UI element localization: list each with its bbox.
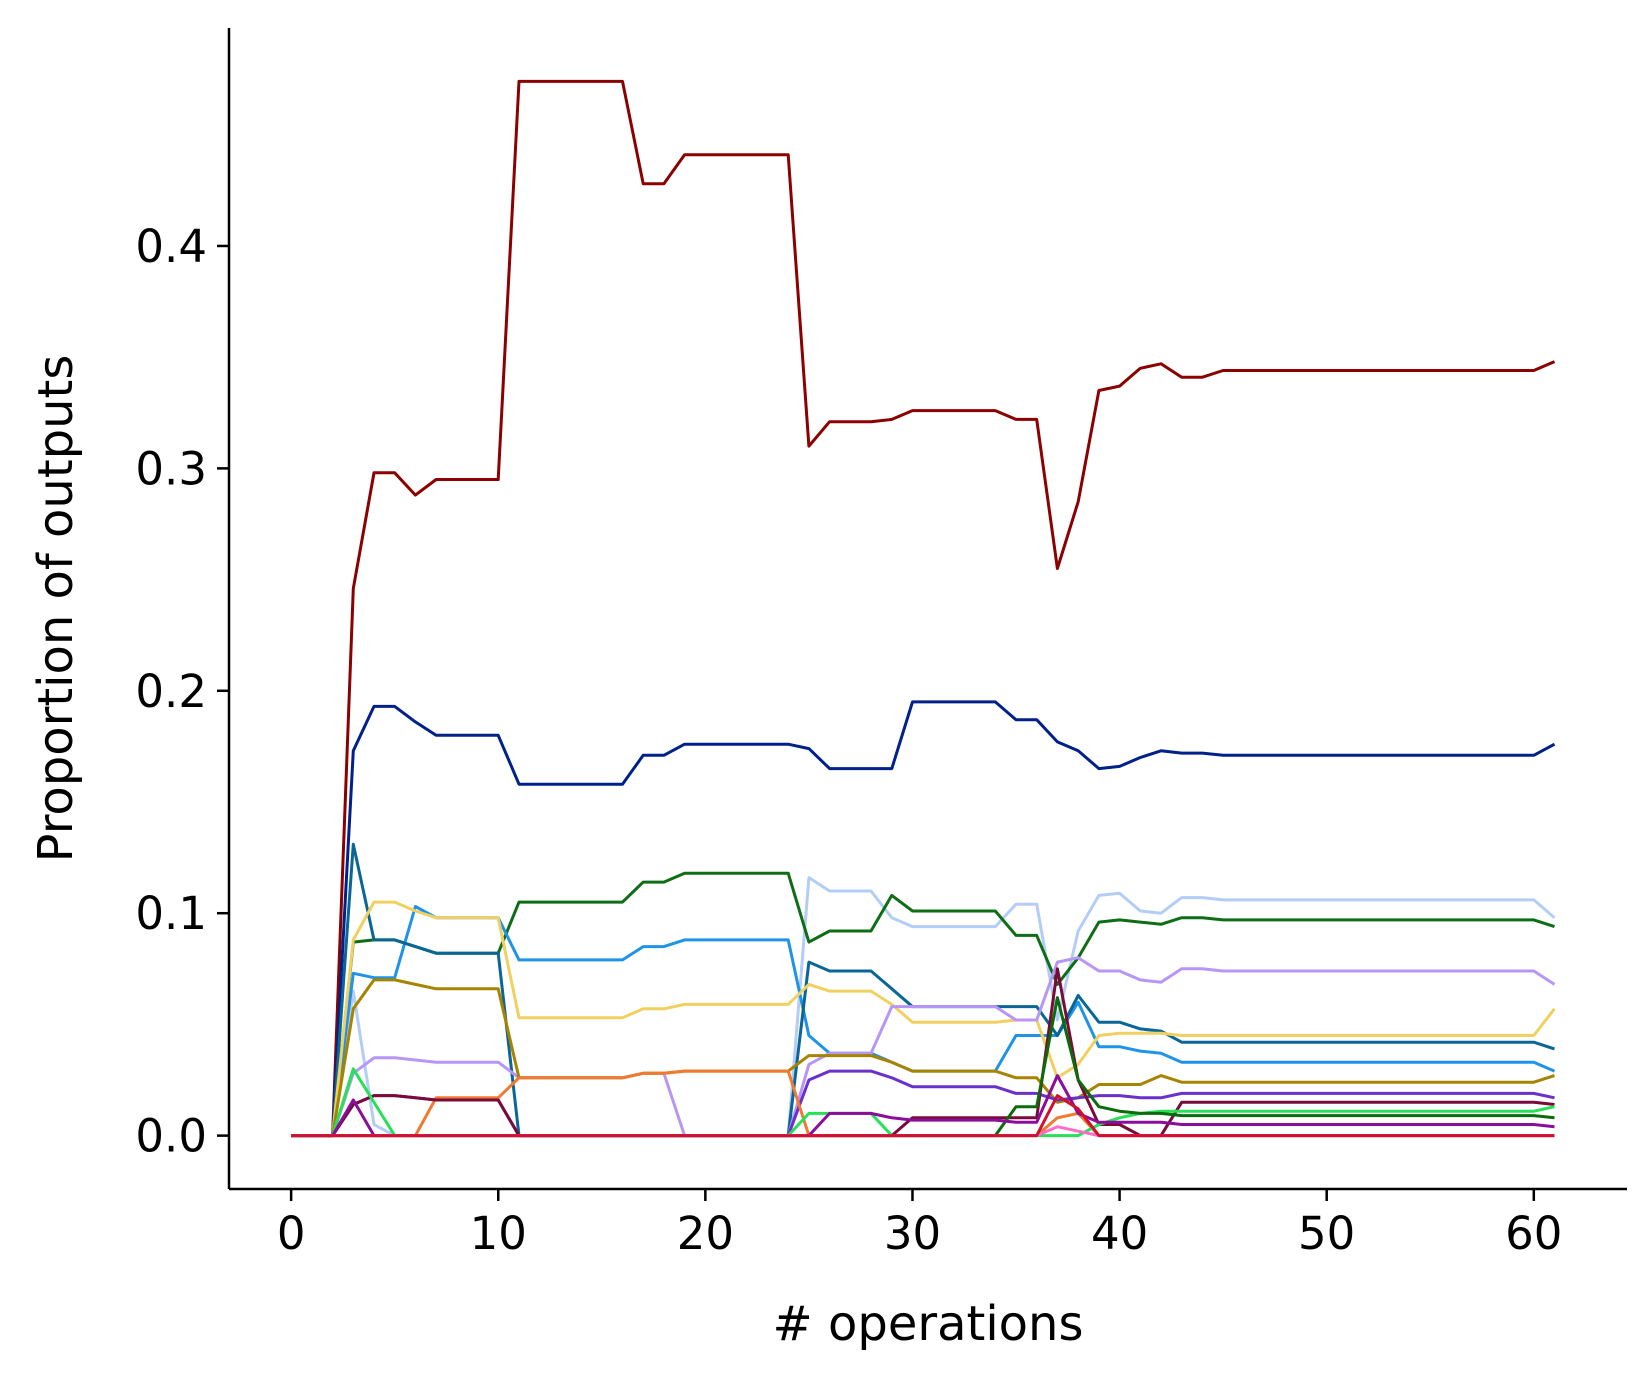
x-tick-label: 30 [884, 1207, 941, 1260]
series-line-7 [291, 900, 1556, 1138]
x-tick-label: 0 [277, 1207, 306, 1260]
x-tick-label: 10 [470, 1207, 527, 1260]
series-line-9 [291, 978, 1555, 1138]
x-tick-label: 40 [1091, 1207, 1148, 1260]
y-tick-label: 0.0 [135, 1110, 207, 1163]
x-axis-title: # operations [773, 1296, 1084, 1352]
y-tick-label: 0.1 [135, 887, 207, 940]
x-tick-label: 20 [677, 1207, 734, 1260]
x-tick-label: 50 [1298, 1207, 1355, 1260]
series-line-1 [291, 79, 1556, 1138]
series-layer [291, 79, 1556, 1138]
series-line-14 [291, 996, 1555, 1138]
series-line-17 [291, 1094, 1555, 1138]
axes: 0 10 20 30 40 50 60 0.0 0.1 0.2 0.3 0.4 [135, 28, 1627, 1260]
y-tick-label: 0.2 [135, 665, 207, 718]
x-ticks: 0 10 20 30 40 50 60 [277, 1189, 1562, 1260]
series-line-2 [291, 700, 1556, 1138]
y-axis-title: Proportion of outputs [28, 355, 84, 863]
series-line-8 [291, 956, 1556, 1138]
x-tick-label: 60 [1505, 1207, 1562, 1260]
y-tick-label: 0.4 [135, 220, 207, 273]
y-tick-label: 0.3 [135, 442, 207, 495]
series-line-12 [291, 967, 1555, 1138]
series-line-4 [291, 871, 1555, 1138]
series-line-15 [291, 1074, 1555, 1138]
y-ticks: 0.0 0.1 0.2 0.3 0.4 [135, 220, 229, 1163]
